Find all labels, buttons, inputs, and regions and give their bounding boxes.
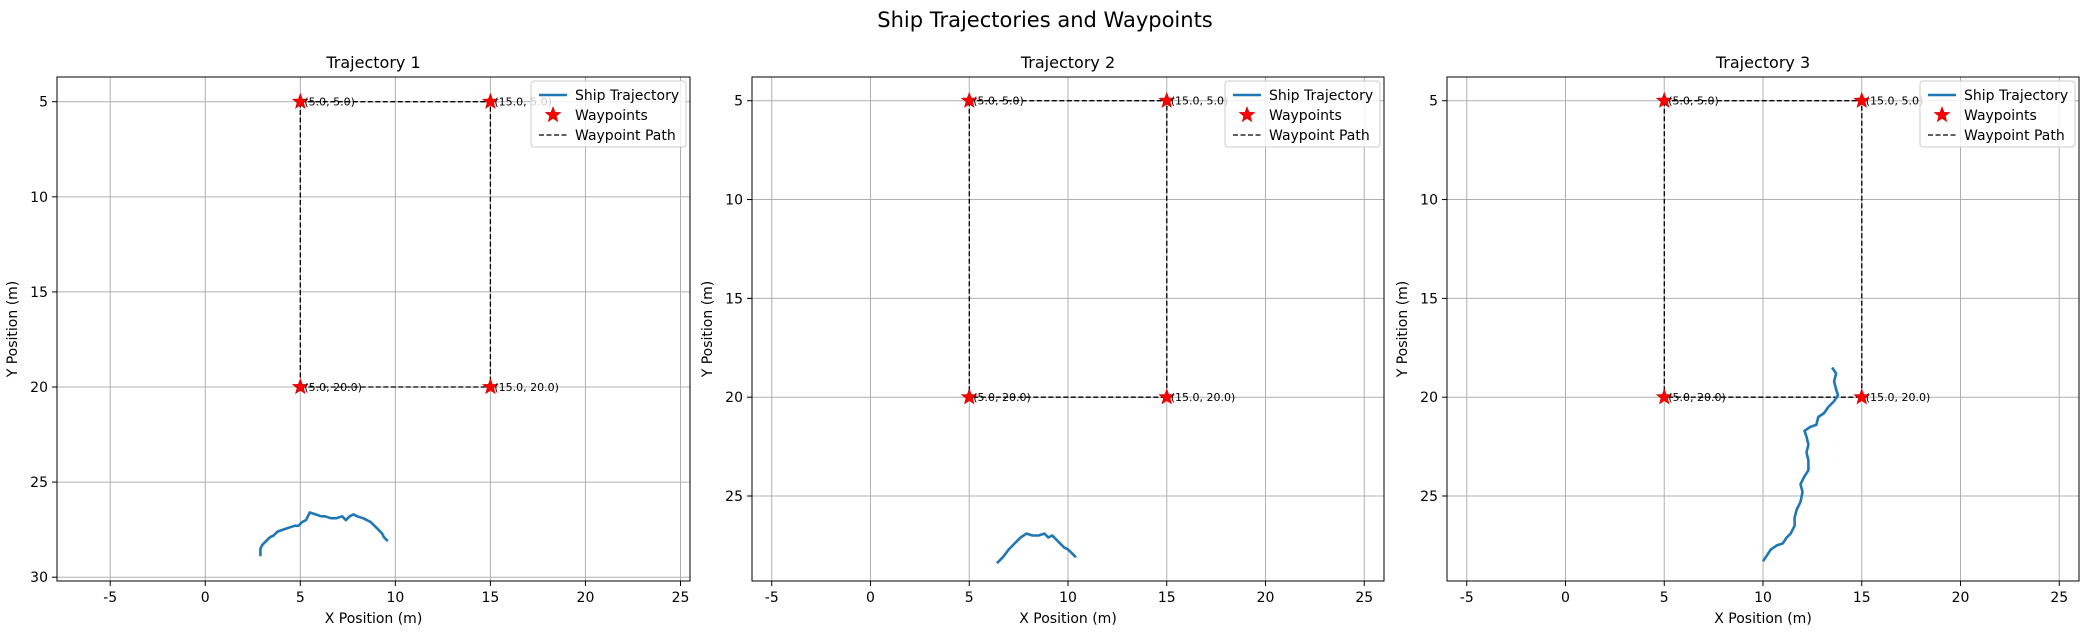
x-tick-label: 15 xyxy=(1853,590,1871,606)
x-tick-label: 25 xyxy=(2050,590,2068,606)
y-axis-label: Y Position (m) xyxy=(700,281,716,379)
waypoint-marker xyxy=(1655,91,1673,108)
y-tick-label: 5 xyxy=(1429,94,1438,110)
x-tick-label: 25 xyxy=(1355,590,1373,606)
y-tick-label: 15 xyxy=(1420,291,1438,307)
x-tick-label: 5 xyxy=(1660,590,1669,606)
waypoint-path-line xyxy=(1663,100,1863,398)
y-tick-label: 25 xyxy=(725,489,743,505)
y-tick-label: 20 xyxy=(725,390,743,406)
x-tick-label: 10 xyxy=(1059,590,1077,606)
waypoint-marker xyxy=(960,91,978,108)
waypoint-label: (5.0, 20.0) xyxy=(304,381,362,394)
legend-waypoint-star xyxy=(544,106,562,123)
legend: Ship Trajectory Waypoints Waypoint Path xyxy=(530,80,687,148)
legend-trajectory-label: Ship Trajectory xyxy=(575,88,679,104)
x-tick-label: 15 xyxy=(1158,590,1176,606)
waypoint-marker xyxy=(1158,91,1176,108)
y-tick-label: 20 xyxy=(30,380,48,396)
subplot-title: Trajectory 2 xyxy=(1020,53,1115,72)
legend-waypoint-star xyxy=(1238,106,1256,123)
waypoint-label: (5.0, 5.0) xyxy=(304,96,355,109)
x-tick-label: 0 xyxy=(201,590,210,606)
subplot-1: (5.0, 5.0) (15.0, 5.0)(15.0, 20.0)(5.0, 2… xyxy=(5,53,691,627)
y-tick-label: 25 xyxy=(1420,489,1438,505)
waypoint-marker xyxy=(482,92,499,109)
waypoint-marker xyxy=(481,378,499,395)
x-tick-label: 0 xyxy=(1561,590,1570,606)
waypoint-marker xyxy=(960,388,978,405)
waypoint-marker xyxy=(1853,91,1871,108)
y-tick-label: 25 xyxy=(30,475,48,491)
legend: Ship Trajectory Waypoints Waypoint Path xyxy=(1224,80,1381,148)
waypoint-marker xyxy=(1655,388,1673,405)
waypoint-path-line xyxy=(968,100,1168,398)
y-tick-label: 30 xyxy=(30,570,48,586)
legend-waypoints-label: Waypoints xyxy=(1964,108,2037,124)
y-axis-label: Y Position (m) xyxy=(1395,281,1411,379)
waypoint-label: (5.0, 5.0) xyxy=(973,95,1024,108)
ship-trajectory-line xyxy=(259,511,389,557)
figure-title: Ship Trajectories and Waypoints xyxy=(877,8,1213,32)
y-tick-label: 10 xyxy=(30,190,48,206)
waypoint-label: (5.0, 20.0) xyxy=(973,391,1031,404)
y-tick-label: 15 xyxy=(30,285,48,301)
y-tick-label: 15 xyxy=(725,291,743,307)
axes-frame xyxy=(56,76,691,582)
legend-box xyxy=(1224,80,1381,148)
waypoint-marker xyxy=(1853,388,1871,405)
y-tick-label: 5 xyxy=(734,94,743,110)
legend-box xyxy=(1919,80,2076,148)
legend: Ship Trajectory Waypoints Waypoint Path xyxy=(1919,80,2076,148)
legend-path-label: Waypoint Path xyxy=(1964,128,2065,144)
legend-trajectory-label: Ship Trajectory xyxy=(1269,88,1373,104)
waypoint-label: (15.0, 20.0) xyxy=(494,381,559,394)
x-axis-label: X Position (m) xyxy=(1714,611,1812,627)
x-tick-label: 10 xyxy=(1754,590,1772,606)
x-tick-label: -5 xyxy=(765,590,779,606)
x-tick-label: 20 xyxy=(1952,590,1970,606)
legend-waypoint-star xyxy=(1933,106,1951,123)
legend-waypoints-label: Waypoints xyxy=(1269,108,1342,124)
subplot-title: Trajectory 3 xyxy=(1715,53,1810,72)
x-tick-label: -5 xyxy=(1460,590,1474,606)
ship-trajectory-line xyxy=(1761,366,1840,562)
x-tick-label: -5 xyxy=(103,590,117,606)
waypoint-label: (15.0, 20.0) xyxy=(1866,391,1931,404)
waypoint-marker xyxy=(1158,388,1176,405)
subplot-3: (5.0, 5.0) (15.0, 5.0) (15.0, 20.0) (5.0, 2… xyxy=(1395,53,2080,627)
y-tick-label: 20 xyxy=(1420,390,1438,406)
waypoint-label: (15.0, 20.0) xyxy=(1171,391,1236,404)
y-tick-label: 5 xyxy=(39,95,48,111)
legend-box xyxy=(530,80,687,148)
waypoint-label: (15.0, 5.0) xyxy=(1866,95,1924,108)
y-tick-label: 10 xyxy=(1420,193,1438,209)
subplot-2: (5.0, 5.0) (15.0, 5.0) (15.0, 20.0) (5.0, 2… xyxy=(700,53,1385,627)
legend-path-label: Waypoint Path xyxy=(1269,128,1370,144)
x-tick-label: 15 xyxy=(481,590,499,606)
waypoint-marker xyxy=(291,92,309,109)
subplot-title: Trajectory 1 xyxy=(325,53,420,72)
x-tick-label: 25 xyxy=(672,590,690,606)
x-tick-label: 10 xyxy=(386,590,404,606)
x-tick-label: 5 xyxy=(965,590,974,606)
x-tick-label: 20 xyxy=(577,590,595,606)
waypoint-label: (5.0, 20.0) xyxy=(1668,391,1726,404)
legend-trajectory-label: Ship Trajectory xyxy=(1964,88,2068,104)
x-tick-label: 20 xyxy=(1257,590,1275,606)
x-axis-label: X Position (m) xyxy=(325,611,423,627)
ship-trajectory-line xyxy=(995,532,1077,565)
legend-waypoints-label: Waypoints xyxy=(575,108,648,124)
x-axis-label: X Position (m) xyxy=(1019,611,1117,627)
waypoint-label: (5.0, 5.0) xyxy=(1668,95,1719,108)
waypoint-label: (15.0, 5.0) xyxy=(1171,95,1229,108)
waypoint-marker xyxy=(291,378,309,395)
y-tick-label: 10 xyxy=(725,193,743,209)
x-tick-label: 5 xyxy=(296,590,305,606)
legend-path-label: Waypoint Path xyxy=(575,128,676,144)
y-axis-label: Y Position (m) xyxy=(5,281,21,379)
x-tick-label: 0 xyxy=(866,590,875,606)
